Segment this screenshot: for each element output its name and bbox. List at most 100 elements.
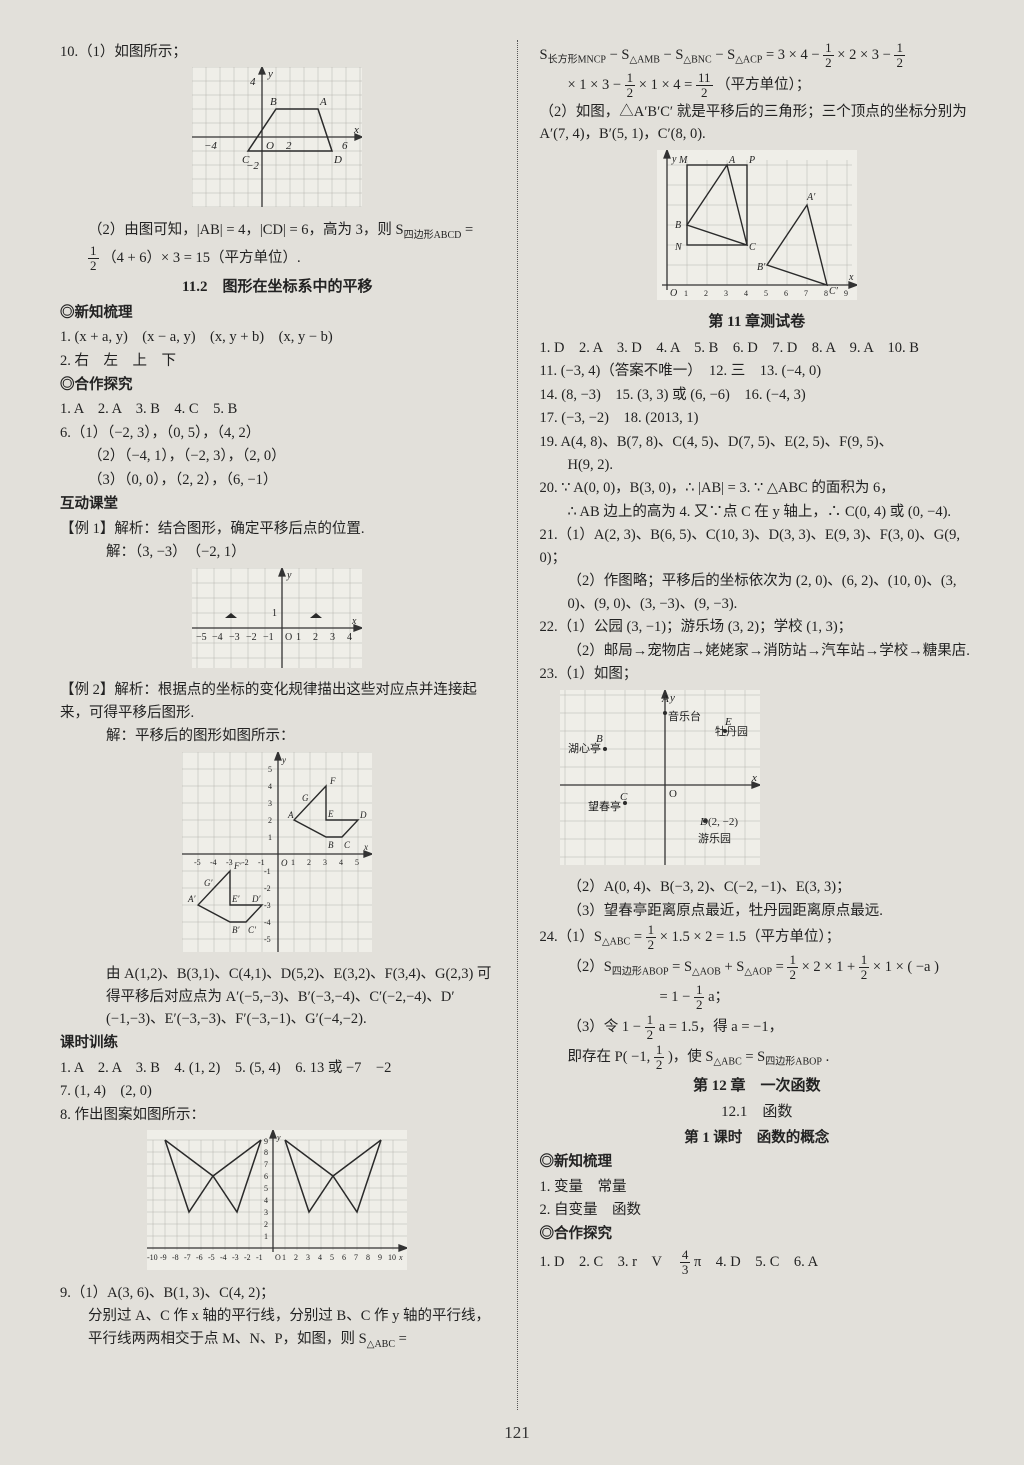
test-23-1: 23.（1）如图； (540, 663, 975, 685)
svg-text:6: 6 (784, 289, 788, 298)
svg-text:B′: B′ (232, 925, 240, 935)
frac-4-3: 43 (680, 1248, 691, 1277)
svg-text:y: y (281, 755, 286, 765)
test-24-3: （3）令 1 − 12 a = 1.5，得 a = −1， (540, 1013, 975, 1042)
hztj-6-2: （2）（−4, 1），（−2, 3），（2, 0） (60, 445, 495, 467)
xzsl-line2: 2. 右 左 上 下 (60, 350, 495, 372)
test-row4: 17. (−3, −2) 18. (2013, 1) (540, 407, 975, 429)
svg-text:C: C (620, 791, 628, 803)
svg-text:4: 4 (339, 858, 343, 867)
area-eq-line1: S长方形MNCP − S△AMB − S△BNC − S△ACP = 3 × 4… (540, 41, 975, 70)
svg-text:1: 1 (268, 833, 272, 842)
svg-text:-7: -7 (184, 1253, 191, 1262)
svg-text:-6: -6 (196, 1253, 203, 1262)
svg-text:5: 5 (330, 1253, 334, 1262)
svg-text:5: 5 (764, 289, 768, 298)
svg-text:E′: E′ (231, 894, 240, 904)
svg-text:6: 6 (342, 1253, 346, 1262)
ex1-ans: 解：（3, −3） （−2, 1） (60, 541, 495, 563)
svg-text:D: D (333, 154, 342, 166)
eq1-d: − S (715, 47, 735, 63)
test-23-3: （3）望春亭距离原点最近，牡丹园距离原点最远. (540, 900, 975, 922)
xzsl-line1: 1. (x + a, y) (x − a, y) (x, y + b) (x, … (60, 326, 495, 348)
section-12-1: 12.1 函数 (540, 1101, 975, 1124)
test-22-2: （2）邮局→宠物店→姥姥家→消防站→汽车站→学校→糖果店. (540, 640, 975, 662)
svg-text:O: O (669, 788, 677, 800)
frac-1-2-b: 12 (894, 41, 905, 70)
frac-24-2a: 12 (787, 953, 798, 982)
svg-text:8: 8 (366, 1253, 370, 1262)
t24-2b-sub: △AOB (692, 967, 721, 978)
svg-text:1: 1 (684, 289, 688, 298)
grid-plot-ex1: −5−4−3−2−1 1234 1O xy (192, 568, 362, 668)
t24-1a-sub: △ABC (602, 937, 630, 948)
t24-2c-sub: △AOP (744, 967, 772, 978)
test-24-2: （2）S四边形ABOP = S△AOB + S△AOP = 12 × 2 × 1… (540, 953, 975, 982)
svg-text:10: 10 (388, 1253, 396, 1262)
xzsl2-2: 2. 自变量 函数 (540, 1199, 975, 1221)
q9-2-tail: = (395, 1331, 407, 1347)
svg-text:−5: −5 (196, 632, 207, 643)
svg-text:y: y (276, 1133, 281, 1142)
svg-text:2: 2 (704, 289, 708, 298)
grid-plot-q10: BA CD O −426 4−2 xy (192, 67, 362, 207)
svg-text:O: O (266, 140, 274, 152)
t24-4b: )，使 S (668, 1049, 714, 1065)
svg-text:3: 3 (323, 858, 327, 867)
svg-text:1: 1 (282, 1253, 286, 1262)
svg-text:C′: C′ (829, 286, 839, 297)
section-12-1-lesson: 第 1 课时 函数的概念 (540, 1127, 975, 1149)
svg-text:-5: -5 (194, 858, 201, 867)
svg-text:x: x (351, 616, 357, 627)
svg-text:2: 2 (313, 632, 318, 643)
q9-2: 分别过 A、C 作 x 轴的平行线，分别过 B、C 作 y 轴的平行线，平行线两… (60, 1305, 495, 1352)
svg-text:G: G (302, 793, 309, 803)
t24-4c-sub: 四边形ABOP (765, 1057, 822, 1068)
ex1-head: 【例 1】解析：结合图形，确定平移后点的位置. (60, 518, 495, 540)
svg-text:4: 4 (264, 1196, 268, 1205)
test-21-1: 21.（1）A(2, 3)、B(6, 5)、C(10, 3)、D(3, 3)、E… (540, 524, 975, 569)
q10-2-line1: （2）由图可知，|AB| = 4，|CD| = 6，高为 3，则 S四边形ABC… (60, 219, 495, 243)
svg-text:N: N (674, 242, 683, 253)
test-row3: 14. (8, −3) 15. (3, 3) 或 (6, −6) 16. (−4… (540, 384, 975, 406)
t24-2g-pre: = 1 − (660, 989, 694, 1005)
eq2-c: （平方单位）； (716, 77, 810, 93)
svg-text:x: x (353, 124, 359, 136)
test-row1: 1. D 2. A 3. D 4. A 5. B 6. D 7. D 8. A … (540, 337, 975, 359)
svg-text:−1: −1 (263, 632, 274, 643)
heading-keshi: 课时训练 (60, 1032, 495, 1054)
svg-text:-3: -3 (264, 901, 271, 910)
svg-text:−4: −4 (204, 140, 217, 152)
q9-1: 9.（1）A(3, 6)、B(1, 3)、C(4, 2)； (60, 1282, 495, 1304)
svg-text:3: 3 (268, 799, 272, 808)
frac-half: 12 (88, 244, 99, 273)
q10-2a-sub: 四边形ABCD (404, 230, 462, 241)
svg-text:−3: −3 (229, 632, 240, 643)
ksxl-row1: 1. A 2. A 3. B 4. (1, 2) 5. (5, 4) 6. 13… (60, 1057, 495, 1079)
t24-2g-post: a； (708, 989, 729, 1005)
eq1-c-sub: △BNC (683, 55, 711, 66)
ex2-head: 【例 2】解析：根据点的坐标的变化规律描出这些对应点并连接起来，可得平移后图形. (60, 679, 495, 724)
svg-text:望春亭: 望春亭 (588, 799, 621, 813)
frac-24-2c: 12 (694, 983, 705, 1012)
svg-text:3: 3 (306, 1253, 310, 1262)
svg-text:A′: A′ (806, 192, 816, 203)
heading-xinzhi: ◎新知梳理 (60, 302, 495, 324)
svg-text:-1: -1 (256, 1253, 263, 1262)
test-23-2: （2）A(0, 4)、B(−3, 2)、C(−2, −1)、E(3, 3)； (540, 876, 975, 898)
svg-text:5: 5 (268, 765, 272, 774)
right-column: S长方形MNCP − S△AMB − S△BNC − S△ACP = 3 × 4… (522, 40, 975, 1410)
test-24-2-line2: = 1 − 12 a； (540, 983, 975, 1012)
left-column: 10.（1）如图所示； BA (60, 40, 513, 1410)
svg-text:C: C (344, 840, 351, 850)
column-divider (517, 40, 518, 1410)
svg-text:游乐园: 游乐园 (698, 832, 731, 845)
test-21-2: （2）作图略；平移后的坐标依次为 (2, 0)、(6, 2)、(10, 0)、(… (540, 570, 975, 615)
svg-text:D′: D′ (251, 894, 261, 904)
ex2-text: 由 A(1,2)、B(3,1)、C(4,1)、D(5,2)、E(3,2)、F(3… (60, 963, 495, 1030)
svg-text:B: B (328, 840, 334, 850)
svg-text:M: M (678, 155, 688, 166)
test-19b: H(9, 2). (540, 454, 975, 476)
heading-hudong: 互动课堂 (60, 493, 495, 515)
t24-1c: × 1.5 × 2 = 1.5（平方单位）； (660, 929, 840, 945)
